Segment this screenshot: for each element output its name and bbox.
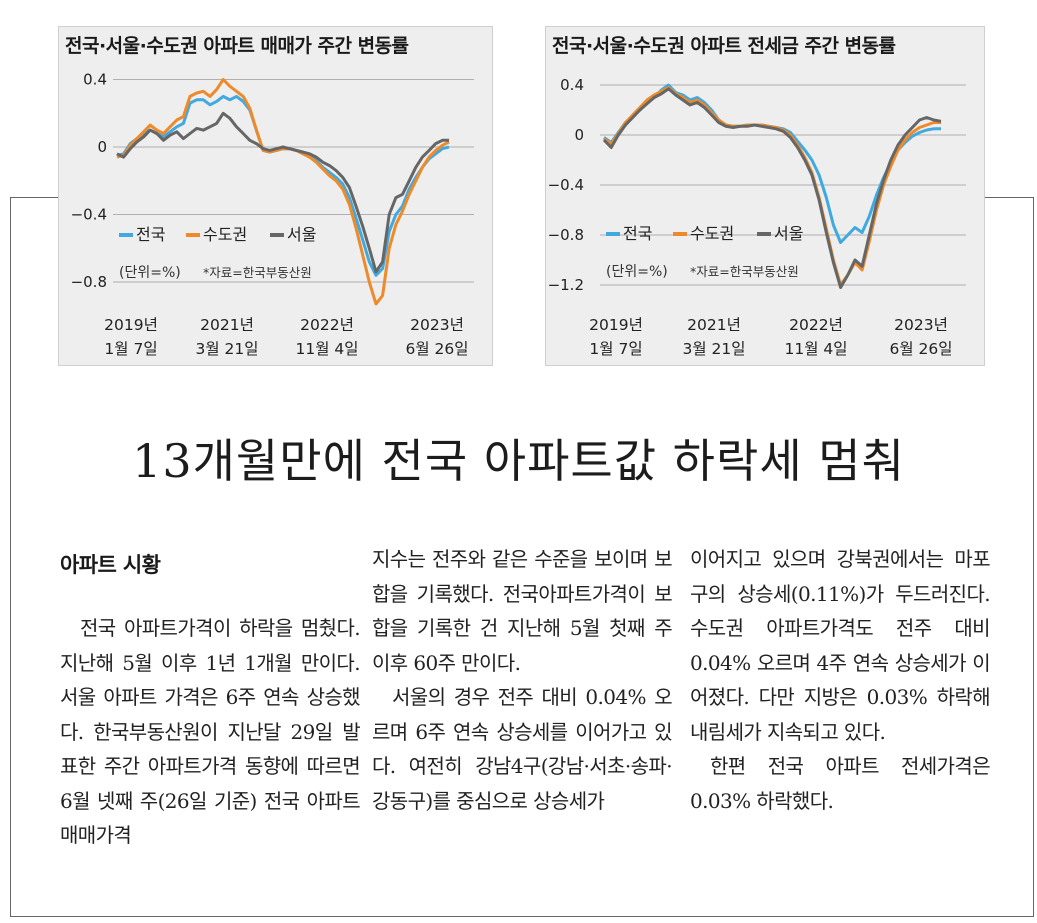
article-paragraph: 이어지고 있으며 강북권에서는 마포구의 상승세(0.11%)가 두드러진다. …	[690, 547, 991, 744]
x-tick-label: 2019년	[104, 316, 158, 334]
y-tick-label: −0.8	[71, 273, 107, 291]
y-tick-label: −1.2	[548, 276, 584, 294]
unit-note: (단위=%)	[606, 264, 668, 280]
y-tick-label: −0.4	[548, 176, 584, 194]
chart-sale-price: 전국·서울·수도권 아파트 매매가 주간 변동률 0.4 0 −0.4 −0.8 201…	[58, 26, 493, 366]
y-tick-label: −0.8	[548, 226, 584, 244]
source-note: *자료=한국부동산원	[690, 264, 799, 279]
chart-jeonse-price: 전국·서울·수도권 아파트 전세금 주간 변동률 0.4 0 −0.4 −0.8 −1.…	[545, 26, 985, 366]
article-column-2: 지수는 전주와 같은 수준을 보이며 보합을 기록했다. 전국아파트가격이 보합…	[372, 542, 673, 818]
y-tick-label: 0	[574, 126, 584, 144]
x-tick-label: 11월 4일	[295, 340, 358, 358]
y-tick-label: 0.4	[83, 71, 107, 89]
chart-title: 전국·서울·수도권 아파트 전세금 주간 변동률	[552, 35, 896, 57]
x-tick-label: 2023년	[410, 316, 464, 334]
article-frame	[10, 197, 1034, 917]
article-column-3: 이어지고 있으며 강북권에서는 마포구의 상승세(0.11%)가 두드러진다. …	[690, 542, 991, 818]
x-tick-label: 6월 26일	[405, 340, 468, 358]
legend-label: 수도권	[203, 225, 247, 244]
series-line-수도권	[603, 86, 941, 287]
unit-note: (단위=%)	[119, 265, 181, 281]
y-tick-label: 0.4	[560, 76, 584, 94]
legend-label: 수도권	[690, 224, 734, 243]
article-paragraph: 지수는 전주와 같은 수준을 보이며 보합을 기록했다. 전국아파트가격이 보합…	[372, 547, 673, 675]
legend-label: 서울	[774, 224, 803, 243]
headline: 13개월만에 전국 아파트값 하락세 멈춰	[132, 434, 905, 488]
series-line-서울	[602, 87, 942, 289]
frame-top-left-rule	[10, 197, 60, 198]
x-tick-label: 3월 21일	[682, 340, 745, 358]
frame-top-right-rule	[985, 197, 1034, 198]
y-tick-label: −0.4	[71, 206, 107, 224]
x-tick-label: 6월 26일	[889, 340, 952, 358]
series-line-전국	[116, 94, 450, 277]
legend-label: 서울	[287, 225, 316, 244]
source-note: *자료=한국부동산원	[203, 265, 312, 280]
x-tick-label: 11월 4일	[784, 340, 847, 358]
article-paragraph: 서울의 경우 전주 대비 0.04% 오르며 6주 연속 상승세를 이어가고 있…	[372, 685, 673, 813]
chart-svg: 0.4 0 −0.4 −0.8 −1.2 2019년 1월 7일 2021년 3월 21일 202…	[548, 76, 966, 358]
x-tick-label: 1월 7일	[589, 340, 642, 358]
series-line-서울	[116, 111, 449, 274]
chart-title: 전국·서울·수도권 아파트 매매가 주간 변동률	[65, 35, 409, 57]
legend-label: 전국	[623, 224, 652, 243]
x-tick-label: 2021년	[687, 316, 741, 334]
x-tick-label: 2022년	[789, 316, 843, 334]
chart-svg: 0.4 0 −0.4 −0.8 2019년 1월 7일 2021년 3월 21일 2022년 11…	[71, 71, 474, 358]
article-paragraph: 전국 아파트가격이 하락을 멈췄다. 지난해 5월 이후 1년 1개월 만이다.…	[60, 616, 361, 847]
x-tick-label: 2021년	[200, 316, 254, 334]
y-tick-label: 0	[97, 138, 107, 156]
x-tick-label: 1월 7일	[104, 340, 157, 358]
x-tick-label: 3월 21일	[195, 340, 258, 358]
article-column-1: 아파트 시황 전국 아파트가격이 하락을 멈췄다. 지난해 5월 이후 1년 1…	[60, 548, 361, 853]
x-tick-label: 2022년	[300, 316, 354, 334]
x-tick-label: 2023년	[894, 316, 948, 334]
series-line-수도권	[116, 78, 450, 306]
article-paragraph: 한편 전국 아파트 전세가격은 0.03% 하락했다.	[690, 754, 991, 813]
section-title: 아파트 시황	[60, 553, 161, 577]
x-tick-label: 2019년	[589, 316, 643, 334]
legend-label: 전국	[136, 225, 165, 244]
